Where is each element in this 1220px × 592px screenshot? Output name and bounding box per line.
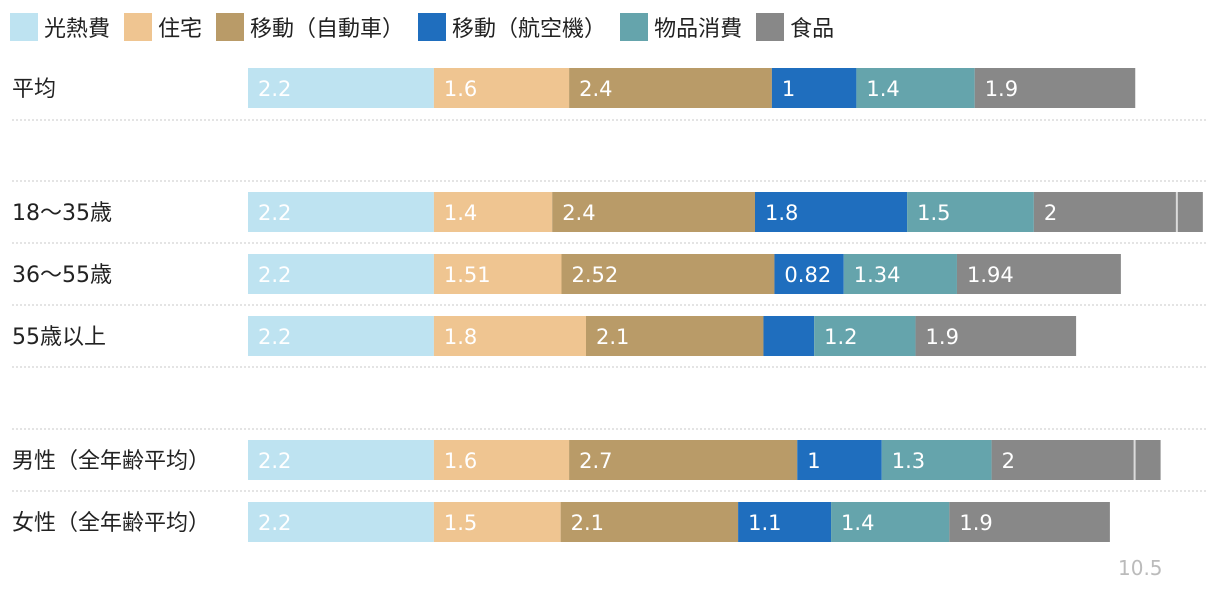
bar-segment <box>569 440 798 480</box>
data-label: 2.2 <box>258 201 291 225</box>
axis-max-label: 10.5 <box>1118 556 1163 580</box>
bar-segment <box>956 254 1121 294</box>
data-label: 1.5 <box>444 511 477 535</box>
bar-segment <box>248 502 434 542</box>
legend-label: 光熱費 <box>44 17 111 42</box>
bar-segment <box>433 254 562 294</box>
bar-segment <box>949 502 1110 542</box>
bar-segment <box>433 316 586 356</box>
data-label: 1.2 <box>824 325 857 349</box>
legend-label: 住宅 <box>158 17 203 42</box>
data-label: 1.4 <box>444 201 477 225</box>
legend-label: 移動（航空機） <box>452 17 607 42</box>
data-label: 2.2 <box>258 325 291 349</box>
legend-swatch <box>216 13 245 41</box>
bar-segment <box>433 440 570 480</box>
bar-segment <box>560 502 739 542</box>
data-label: 2.52 <box>571 263 618 287</box>
bar-segment <box>569 68 772 108</box>
data-label: 1 <box>782 77 795 101</box>
bar-segment <box>586 316 764 356</box>
bar-segment <box>248 192 434 232</box>
data-label: 1.9 <box>959 511 992 535</box>
legend-swatch <box>124 13 153 41</box>
legend-item: 光熱費 <box>10 11 110 43</box>
bar-segment <box>814 316 916 356</box>
bar-segment <box>248 316 434 356</box>
data-label: 2.2 <box>258 511 291 535</box>
data-label: 2.2 <box>258 449 291 473</box>
bar-segment <box>915 316 1077 356</box>
legend-label: 物品消費 <box>654 17 743 42</box>
data-label: 1.4 <box>866 77 899 101</box>
bar-segment <box>433 192 553 232</box>
row-label: 36〜55歳 <box>12 263 112 288</box>
bar-segment <box>843 254 957 294</box>
data-label: 2.4 <box>562 201 595 225</box>
bar-segment <box>991 440 1161 480</box>
bar-segment <box>797 440 882 480</box>
row-label: 男性（全年齢平均） <box>12 449 210 474</box>
data-label: 2.2 <box>258 263 291 287</box>
data-label: 1.1 <box>748 511 781 535</box>
bar-segment <box>907 192 1034 232</box>
legend-item: 物品消費 <box>620 11 742 43</box>
row-label: 女性（全年齢平均） <box>12 511 210 536</box>
bar-segment <box>552 192 755 232</box>
data-label: 1.4 <box>841 511 874 535</box>
legend-item: 移動（航空機） <box>418 11 606 43</box>
data-label: 1.34 <box>854 263 901 287</box>
legend-item: 移動（自動車） <box>216 11 404 43</box>
data-label: 2.1 <box>596 325 629 349</box>
data-label: 1.6 <box>444 77 477 101</box>
data-label: 2.1 <box>571 511 604 535</box>
legend-swatch <box>10 13 38 41</box>
data-label: 1.94 <box>967 263 1014 287</box>
legend-item: 食品 <box>756 11 834 43</box>
bar-segment <box>771 68 857 108</box>
bar-segment <box>248 440 434 480</box>
bar-segment <box>755 192 908 232</box>
row-label: 平均 <box>12 77 56 102</box>
data-label: 1.9 <box>926 325 959 349</box>
data-label: 1.5 <box>917 201 950 225</box>
data-label: 2 <box>1044 201 1057 225</box>
data-label: 1.51 <box>444 263 491 287</box>
bar-segment <box>881 440 992 480</box>
bar-segment <box>248 254 434 294</box>
legend: 光熱費 住宅 移動（自動車） 移動（航空機） 物品消費 食品 <box>10 10 848 44</box>
data-label: 2.2 <box>258 77 291 101</box>
data-label: 1.8 <box>444 325 477 349</box>
bar-segment <box>831 502 950 542</box>
bar-segment <box>763 316 815 356</box>
data-label: 1.8 <box>765 201 798 225</box>
data-label: 1.6 <box>444 449 477 473</box>
bar-segment <box>856 68 975 108</box>
data-label: 1.9 <box>985 77 1018 101</box>
legend-swatch <box>620 13 649 41</box>
data-label: 2 <box>1002 449 1015 473</box>
legend-label: 食品 <box>790 17 835 42</box>
data-label: 2.4 <box>579 77 612 101</box>
bar-segment <box>1033 192 1203 232</box>
legend-item: 住宅 <box>124 11 202 43</box>
legend-swatch <box>418 13 447 41</box>
data-label: 1.3 <box>892 449 925 473</box>
bar-segment <box>248 68 434 108</box>
bar-segment <box>433 502 561 542</box>
data-label: 1 <box>807 449 820 473</box>
bar-segment <box>974 68 1136 108</box>
data-label: 2.7 <box>579 449 612 473</box>
row-label: 55歳以上 <box>12 325 106 350</box>
bar-segment <box>738 502 832 542</box>
bar-segment <box>774 254 844 294</box>
legend-label: 移動（自動車） <box>250 17 405 42</box>
legend-swatch <box>756 13 785 41</box>
bar-segment <box>561 254 775 294</box>
bar-segment <box>433 68 570 108</box>
data-label: 0.82 <box>784 263 831 287</box>
row-label: 18〜35歳 <box>12 201 112 226</box>
